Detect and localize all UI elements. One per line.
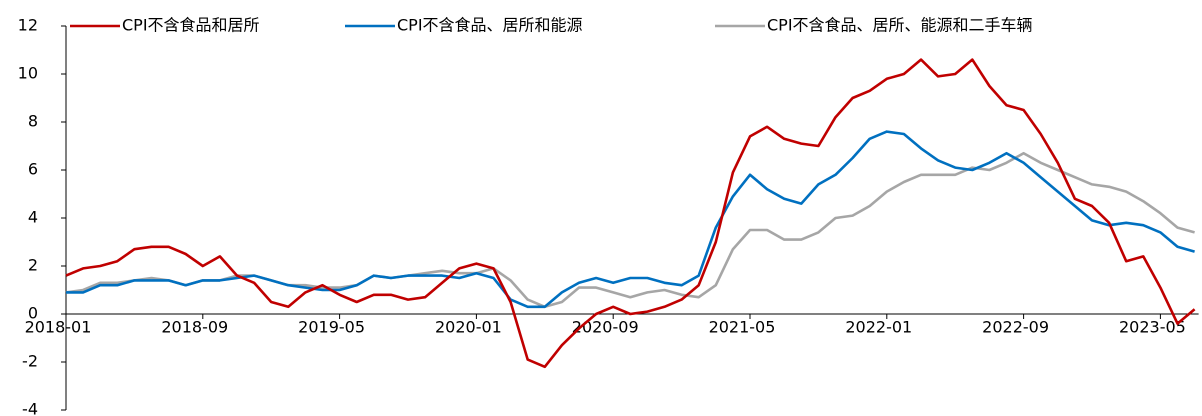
y-tick-label: 12 (18, 16, 38, 35)
y-tick-label: 6 (28, 160, 38, 179)
y-tick-label: 2 (28, 256, 38, 275)
series-line (65, 151, 1195, 309)
x-tick-label: 2023-05 (1119, 318, 1186, 337)
x-tick-label: 2022-09 (982, 318, 1049, 337)
x-tick-label: 2020-09 (572, 318, 639, 337)
series-line (66, 130, 1195, 309)
y-tick-label: 0 (28, 304, 38, 323)
legend-label: CPI不含食品、居所、能源和二手车辆 (767, 16, 1033, 35)
legend-label: CPI不含食品、居所和能源 (397, 16, 583, 35)
x-tick-label: 2018-09 (161, 318, 228, 337)
x-tick-label: 2018-01 (25, 318, 92, 337)
y-tick-label: -2 (22, 352, 38, 371)
y-tick-label: 8 (28, 112, 38, 131)
y-tick-label: -4 (22, 400, 38, 416)
series-line (65, 58, 1196, 369)
x-tick-label: 2019-05 (298, 318, 365, 337)
x-tick-label: 2020-01 (435, 318, 502, 337)
legend-label: CPI不含食品和居所 (122, 16, 260, 35)
x-tick-label: 2021-05 (709, 318, 776, 337)
x-tick-label: 2022-01 (845, 318, 912, 337)
y-tick-label: 10 (18, 64, 38, 83)
y-tick-label: 4 (28, 208, 38, 227)
